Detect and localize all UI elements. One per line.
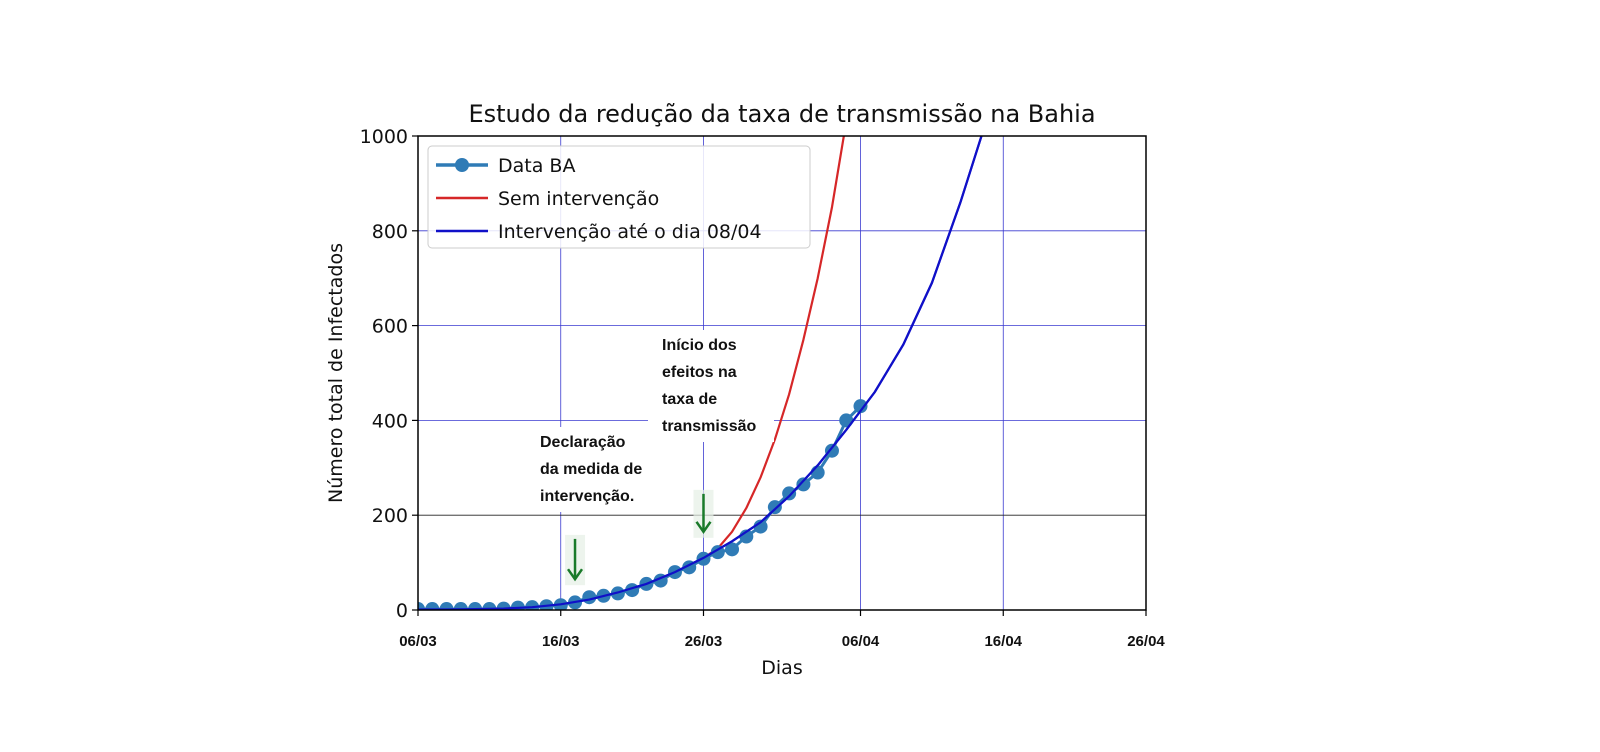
annotation-arrowhead <box>566 568 584 582</box>
data-point <box>810 465 825 480</box>
legend-label: Intervenção até o dia 08/04 <box>498 221 762 243</box>
data-point <box>782 486 797 501</box>
annotation-text: transmissão <box>662 418 756 435</box>
x-axis-label: Dias <box>761 657 802 679</box>
ticks: 06/03 16/03 26/03 06/04 16/04 26/04 0 200 400 600… <box>360 126 1166 650</box>
legend-box <box>427 145 811 249</box>
annotations: Declaração da medida de intervenção. Início… <box>528 330 774 586</box>
annotation-text: taxa de <box>662 391 717 408</box>
y-tick-label: 1000 <box>360 126 408 148</box>
annotation-box <box>648 330 774 442</box>
data-point <box>853 399 868 414</box>
data-point <box>753 519 768 534</box>
y-tick-label: 0 <box>396 600 408 622</box>
data-point <box>725 542 740 557</box>
series-line-overlay <box>418 136 983 610</box>
data-point <box>796 477 811 492</box>
annotation-text: efeitos na <box>662 364 737 381</box>
series-layer <box>418 136 983 610</box>
annotation-arrowhead <box>695 521 712 534</box>
data-point <box>425 602 440 610</box>
x-tick-label: 26/04 <box>1127 633 1165 650</box>
data-point <box>539 599 554 610</box>
legend-label: Sem intervenção <box>498 188 659 210</box>
legend-label: Data BA <box>498 155 575 177</box>
series-line-1 <box>702 136 845 559</box>
x-tick-label: 16/03 <box>542 633 580 650</box>
annotation-box <box>528 427 668 512</box>
data-point <box>418 602 425 610</box>
x-tick-label: 16/04 <box>984 633 1022 650</box>
data-point <box>582 590 597 605</box>
legend-swatch-marker <box>455 158 469 172</box>
data-point <box>439 602 454 610</box>
x-tick-label: 06/03 <box>399 633 437 650</box>
annotation-text: da medida de <box>540 461 642 478</box>
y-tick-label: 400 <box>372 410 408 432</box>
x-tick-label: 06/04 <box>842 633 880 650</box>
y-tick-label: 600 <box>372 316 408 338</box>
plot-frame <box>417 135 1147 611</box>
data-point <box>767 500 782 515</box>
y-tick-label: 200 <box>372 505 408 527</box>
x-tick-label: 26/03 <box>685 633 723 650</box>
chart-title: Estudo da redução da taxa de transmissão… <box>468 100 1095 128</box>
data-point <box>824 443 839 458</box>
annotation-text: Início dos <box>662 337 737 354</box>
y-tick-label: 800 <box>372 221 408 243</box>
data-point <box>839 413 854 428</box>
data-point <box>453 602 468 610</box>
y-axis-label: Número total de Infectados <box>325 243 347 503</box>
annotation-text: Declaração <box>540 434 626 451</box>
annotation-text: intervenção. <box>540 488 634 505</box>
legend: Data BA Sem intervenção Intervenção até o … <box>427 145 811 249</box>
